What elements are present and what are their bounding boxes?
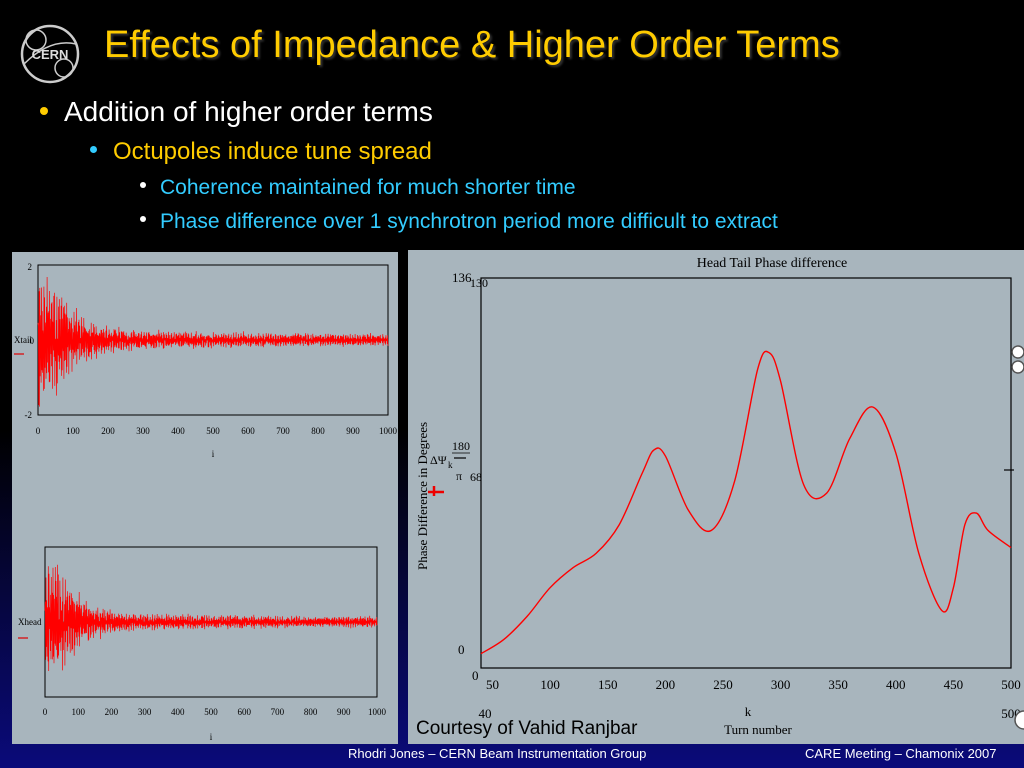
footer-right: CARE Meeting – Chamonix 2007 xyxy=(805,746,997,761)
x-tick-label: 400 xyxy=(171,707,185,717)
phase-difference-panel: Head Tail Phase difference 136 130 68 0 … xyxy=(408,250,1024,744)
courtesy-caption: Courtesy of Vahid Ranjbar xyxy=(416,718,638,739)
y-mark-top-inner: 130 xyxy=(470,276,488,290)
x-tick-label: 100 xyxy=(66,426,80,436)
x-tick-label: 100 xyxy=(71,707,85,717)
head-xlabel: i xyxy=(210,732,213,742)
x-tick-label: 300 xyxy=(136,426,150,436)
x-tick-label: 800 xyxy=(304,707,318,717)
footer-left: Rhodri Jones – CERN Beam Instrumentation… xyxy=(348,746,647,761)
tail-ytick: -2 xyxy=(25,410,33,420)
corner-figure-icon xyxy=(1014,710,1024,730)
x-tick-label: 150 xyxy=(598,677,618,692)
x-tick-label: 600 xyxy=(241,426,255,436)
x-tick-label: 800 xyxy=(311,426,325,436)
x-tick-label: 500 xyxy=(1001,677,1021,692)
x-tick-label: 0 xyxy=(36,426,41,436)
x-tick-label: 200 xyxy=(105,707,119,717)
x-tick-label: 450 xyxy=(944,677,964,692)
x-tick-label: 100 xyxy=(540,677,560,692)
chart-title: Head Tail Phase difference xyxy=(697,256,848,271)
xlabel-var: k xyxy=(745,704,752,719)
ylabel-delta-psi: ΔΨ xyxy=(430,453,447,467)
slide-title: Effects of Impedance & Higher Order Term… xyxy=(104,24,840,66)
xlabel: Turn number xyxy=(724,722,792,737)
x-tick-label: 700 xyxy=(276,426,290,436)
y-mark-mid: 68 xyxy=(470,470,482,484)
x-tick-label: 900 xyxy=(346,426,360,436)
x-tick-label: 500 xyxy=(206,426,220,436)
oscillation-plots: 2 0 -2 Xtail 0 100 200 300 400 500 600 700 800 90… xyxy=(14,262,398,742)
tail-xlabel: i xyxy=(212,449,215,459)
x-tick-label: 200 xyxy=(101,426,115,436)
tail-ytick: 2 xyxy=(28,262,33,272)
oscillation-plots-panel: 2 0 -2 Xtail 0 100 200 300 400 500 600 700 800 90… xyxy=(12,252,398,744)
bullet-level3-item: Coherence maintained for much shorter ti… xyxy=(140,176,576,200)
phase-difference-line xyxy=(480,350,1012,655)
phase-difference-chart: Head Tail Phase difference 136 130 68 0 … xyxy=(415,256,1024,737)
x-tick-label: 0 xyxy=(43,707,48,717)
y-mark-top: 136 xyxy=(452,270,472,285)
x-tick-label: 1000 xyxy=(368,707,387,717)
ylabel-subscript-k: k xyxy=(448,460,453,470)
bullet-level3-item: Phase difference over 1 synchrotron peri… xyxy=(140,210,778,234)
x-tick-label: 300 xyxy=(138,707,152,717)
bullet-level3-text: Coherence maintained for much shorter ti… xyxy=(160,176,576,199)
x-tick-label: 200 xyxy=(656,677,676,692)
x-tick-label: 1000 xyxy=(379,426,398,436)
bullet-dot-icon xyxy=(140,216,146,223)
bullet-dot-icon xyxy=(40,106,48,115)
bullet-level2-text: Octupoles induce tune spread xyxy=(113,138,432,165)
head-ylabel: Xhead xyxy=(18,617,42,627)
plot-frame xyxy=(480,277,1012,669)
tail-ylabel: Xtail xyxy=(14,335,32,345)
x-tick-label: 500 xyxy=(204,707,218,717)
cern-logo: CERN xyxy=(20,24,80,84)
x-tick-label: 250 xyxy=(713,677,733,692)
x-tick-label: 700 xyxy=(271,707,285,717)
x-tick-label: 350 xyxy=(828,677,848,692)
x-tick-label: 600 xyxy=(237,707,251,717)
bullet-level1: Addition of higher order terms xyxy=(40,96,433,128)
x-tick-label: 400 xyxy=(886,677,906,692)
x-tick-label: 900 xyxy=(337,707,351,717)
ylabel-pi: π xyxy=(456,469,462,483)
tail-ytick: 0 xyxy=(30,336,35,346)
bullet-level3-text: Phase difference over 1 synchrotron peri… xyxy=(160,210,778,233)
y-mark-zero: 0 xyxy=(458,642,465,657)
bullet-level1-text: Addition of higher order terms xyxy=(64,96,433,127)
ylabel-180: 180 xyxy=(452,439,470,453)
bullet-dot-icon xyxy=(90,146,97,154)
x-tick-label: 50 xyxy=(486,677,499,692)
bullet-dot-icon xyxy=(140,182,146,189)
tail-trace xyxy=(37,276,389,407)
corner-figure-icon xyxy=(1011,345,1024,374)
ylabel-rotated: Phase Difference in Degrees xyxy=(415,422,430,570)
bullet-level2: Octupoles induce tune spread xyxy=(90,138,432,166)
logo-text: CERN xyxy=(32,47,69,62)
x-tick-label: 400 xyxy=(171,426,185,436)
x-bound-zero: 0 xyxy=(472,668,479,683)
head-trace xyxy=(44,564,378,672)
x-bound-left: 40 xyxy=(479,706,492,721)
x-tick-label: 300 xyxy=(771,677,791,692)
